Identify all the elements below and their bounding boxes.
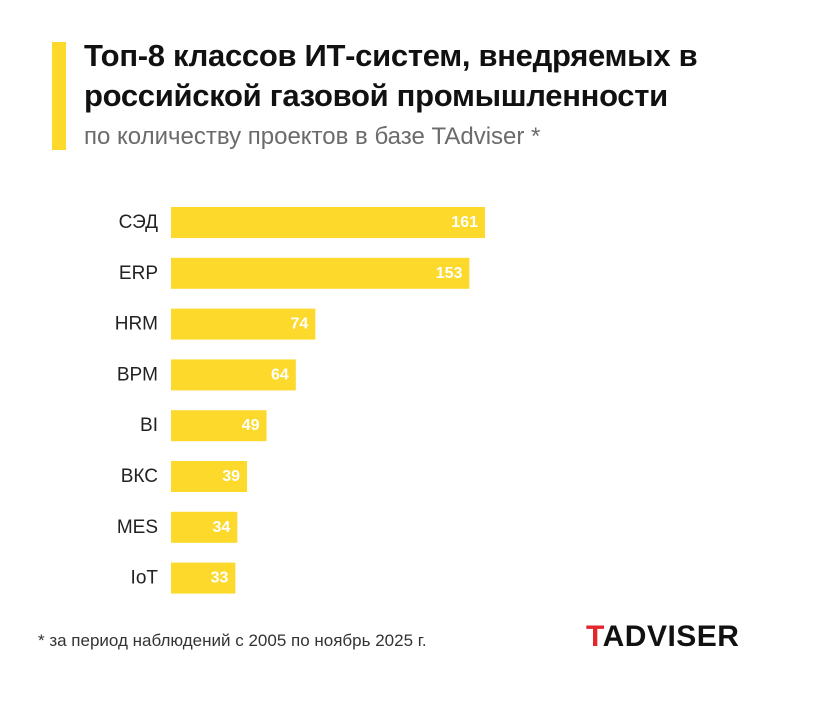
value-label: 33 (211, 570, 229, 587)
category-label: ERP (119, 263, 158, 284)
category-label: ВКС (121, 466, 158, 487)
bar-hrm (171, 308, 316, 340)
tadviser-logo: TADVISER (586, 620, 740, 653)
bar-mes (171, 511, 238, 543)
bar-вкс (171, 461, 248, 492)
category-label: BI (140, 415, 158, 436)
bar-bpm (171, 359, 296, 391)
value-label: 39 (222, 468, 240, 485)
bar-сэд (171, 207, 485, 238)
category-label: BPM (117, 364, 158, 385)
value-label: 49 (242, 417, 260, 434)
chart-title: Топ-8 классов ИТ-систем, внедряемых в ро… (84, 38, 698, 113)
value-label: 161 (451, 214, 478, 231)
chart-subtitle: по количеству проектов в базе TAdviser * (84, 123, 541, 150)
value-label: 34 (213, 519, 231, 536)
category-label: MES (117, 517, 158, 538)
title-accent-bar (52, 42, 66, 150)
footnote: * за период наблюдений с 2005 по ноябрь … (38, 631, 427, 650)
category-label: HRM (115, 314, 158, 335)
bar-erp (171, 257, 470, 289)
value-label: 74 (291, 316, 309, 333)
category-label: IoT (131, 568, 159, 589)
bar-chart: СЭД 161 ERP 153 HRM 74 BPM 64 BI 49 ВКС 39 MES 34 IoT 3… (115, 207, 485, 594)
bar-bi (171, 410, 267, 442)
bar-iot (171, 562, 236, 594)
category-label: СЭД (119, 212, 159, 233)
value-label: 64 (271, 366, 289, 383)
value-label: 153 (436, 265, 463, 282)
